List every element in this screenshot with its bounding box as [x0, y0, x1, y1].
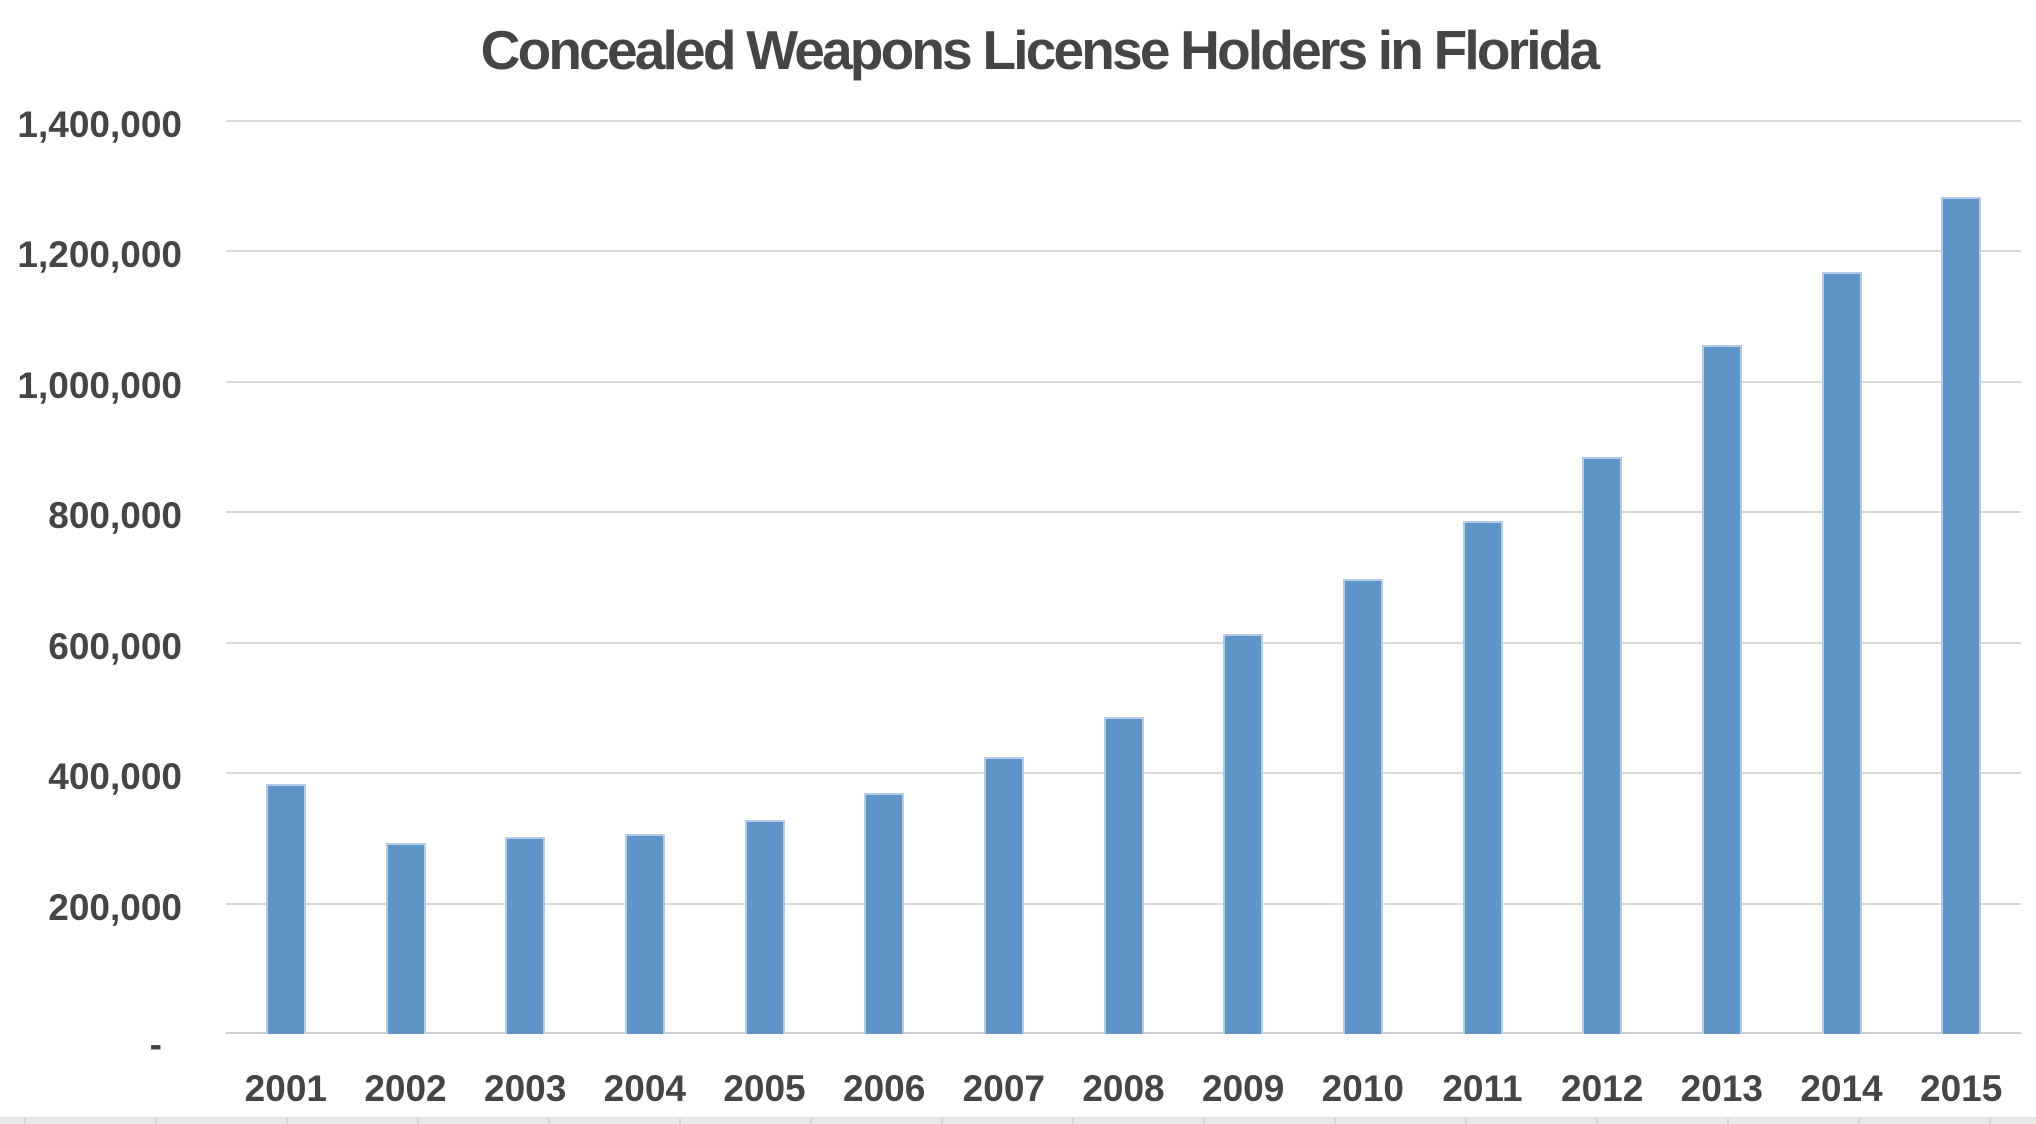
bar-2010	[1342, 578, 1383, 1034]
y-tick-label: 600,000	[48, 625, 182, 667]
plot-area	[226, 120, 2021, 1034]
x-tick-label: 2008	[1082, 1068, 1165, 1109]
x-tick-label: 2009	[1202, 1068, 1285, 1109]
x-tick-label: 2012	[1561, 1068, 1644, 1109]
bar-2004	[624, 833, 665, 1034]
x-tick-label: 2002	[364, 1068, 447, 1109]
bar-2011	[1462, 521, 1503, 1034]
strip-tick	[1596, 1118, 1598, 1124]
x-tick-label: 2006	[843, 1068, 926, 1109]
y-tick-label: -	[149, 1024, 162, 1065]
y-tick-label: 1,200,000	[17, 234, 182, 276]
y-tick-label: 200,000	[48, 886, 182, 928]
strip-tick	[1858, 1118, 1860, 1124]
x-tick-label: 2004	[603, 1068, 686, 1109]
strip-tick	[1072, 1118, 1074, 1124]
x-tick-label: 2014	[1800, 1068, 1883, 1109]
x-tick-label: 2011	[1442, 1068, 1523, 1109]
strip-tick	[24, 1118, 26, 1124]
strip-tick	[810, 1118, 812, 1124]
strip-tick	[1465, 1118, 1467, 1124]
y-tick-label: 1,400,000	[17, 104, 182, 145]
bar-2002	[385, 842, 426, 1034]
strip-tick	[155, 1118, 157, 1124]
x-tick-label: 2010	[1321, 1068, 1404, 1109]
x-tick-label: 2003	[484, 1068, 567, 1109]
x-tick-label: 2005	[723, 1068, 806, 1109]
gridline-1400000	[226, 120, 2021, 122]
chart-title: Concealed Weapons License Holders in Flo…	[480, 19, 1600, 81]
strip-tick	[941, 1118, 943, 1124]
strip-tick	[679, 1118, 681, 1124]
bar-2007	[983, 756, 1024, 1034]
bar-2015	[1941, 197, 1982, 1034]
bar-2009	[1223, 633, 1264, 1034]
bar-2006	[864, 793, 905, 1034]
bar-2005	[744, 820, 785, 1034]
strip-tick	[1989, 1118, 1991, 1124]
bar-2001	[265, 784, 306, 1034]
strip-tick	[286, 1118, 288, 1124]
y-tick-label: 800,000	[48, 495, 182, 537]
y-tick-label: 400,000	[48, 756, 182, 798]
strip-tick	[548, 1118, 550, 1124]
y-tick-label: 1,000,000	[17, 364, 182, 406]
x-tick-label: 2007	[962, 1068, 1045, 1109]
gridline-1200000	[226, 250, 2021, 253]
bar-2008	[1103, 717, 1144, 1034]
strip-tick	[417, 1118, 419, 1124]
strip-tick	[1334, 1118, 1336, 1124]
strip-tick	[1203, 1118, 1205, 1124]
gridline-1000000	[226, 380, 2021, 383]
x-tick-label: 2013	[1680, 1068, 1763, 1109]
bar-2012	[1582, 456, 1623, 1034]
bar-2013	[1701, 345, 1742, 1034]
gridline-600000	[226, 641, 2021, 644]
bar-2003	[505, 837, 546, 1034]
x-tick-label: 2015	[1920, 1068, 2003, 1109]
gridline-800000	[226, 511, 2021, 514]
x-tick-label: 2001	[244, 1068, 327, 1109]
spreadsheet-row-strip	[0, 1117, 2036, 1124]
bar-2014	[1821, 271, 1862, 1034]
strip-tick	[1727, 1118, 1729, 1124]
